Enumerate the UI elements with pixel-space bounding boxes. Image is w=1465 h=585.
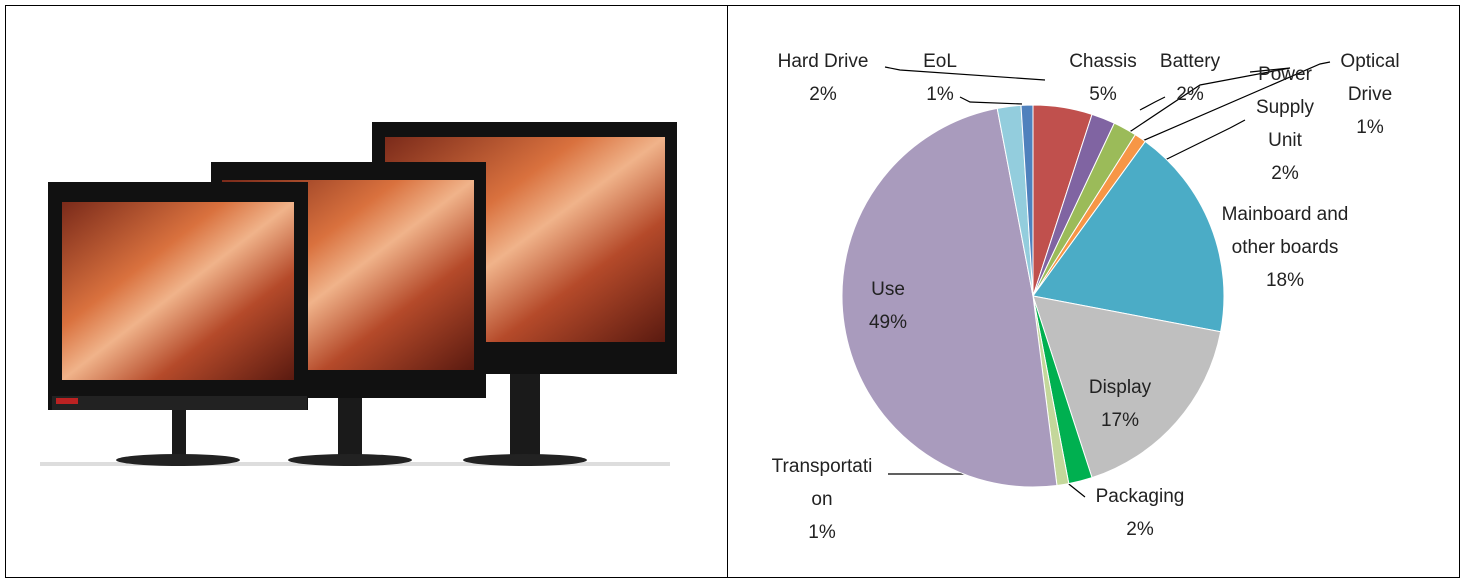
slice-name: Transportation xyxy=(771,456,873,510)
slice-name: Display xyxy=(1088,377,1152,398)
pie-slice xyxy=(841,107,1058,488)
slice-label: Display 17% xyxy=(1070,371,1170,437)
slice-name: Battery xyxy=(1159,51,1221,72)
pie-slice xyxy=(1020,104,1034,297)
slice-name: Packaging xyxy=(1095,486,1185,507)
pie-slice xyxy=(1032,140,1225,333)
monitors-image xyxy=(40,122,677,466)
slice-percent: 17% xyxy=(1100,410,1140,431)
slice-name: Optical Drive xyxy=(1340,51,1400,105)
slice-percent: 1% xyxy=(808,522,836,543)
slice-percent: 2% xyxy=(809,84,837,105)
slice-label: Hard Drive 2% xyxy=(758,45,888,111)
table-border xyxy=(5,5,1460,578)
pie-slice xyxy=(1032,295,1222,479)
slice-name: Power Supply Unit xyxy=(1255,64,1315,151)
slice-label: EoL 1% xyxy=(910,45,970,111)
slice-label: Mainboard and other boards 18% xyxy=(1215,198,1355,297)
slice-name: Chassis xyxy=(1069,51,1137,72)
slice-percent: 2% xyxy=(1176,84,1204,105)
slice-percent: 18% xyxy=(1265,270,1305,291)
slice-percent: 49% xyxy=(868,312,908,333)
slice-label: Use 49% xyxy=(848,273,928,339)
slice-label: Packaging 2% xyxy=(1085,480,1195,546)
slice-label: Battery 2% xyxy=(1150,45,1230,111)
slice-label: Chassis 5% xyxy=(1063,45,1143,111)
slice-label: Power Supply Unit 2% xyxy=(1245,58,1325,190)
cell-divider xyxy=(727,5,728,578)
slice-name: Hard Drive xyxy=(777,51,869,72)
slice-name: EoL xyxy=(923,51,957,72)
slice-percent: 2% xyxy=(1271,163,1299,184)
slice-label: Transportation 1% xyxy=(762,450,882,549)
slice-name: Use xyxy=(871,279,905,300)
slice-percent: 5% xyxy=(1089,84,1117,105)
slice-percent: 1% xyxy=(926,84,954,105)
slice-label: Optical Drive 1% xyxy=(1330,45,1410,144)
slice-percent: 2% xyxy=(1126,519,1154,540)
slice-percent: 1% xyxy=(1356,117,1384,138)
slice-name: Mainboard and other boards xyxy=(1221,204,1349,258)
